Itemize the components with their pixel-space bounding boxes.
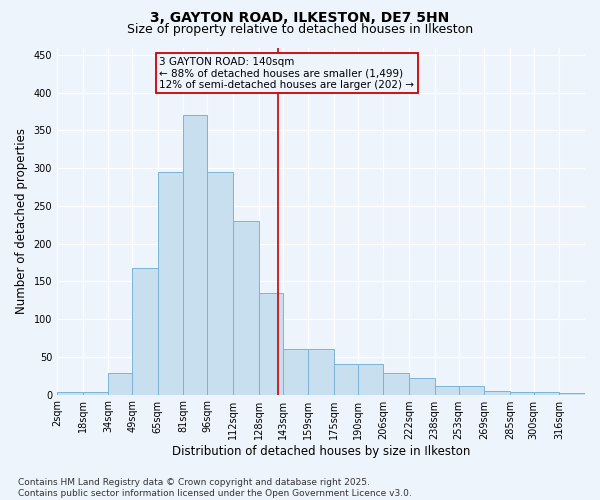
Bar	[233, 221, 259, 394]
Bar	[534, 392, 559, 394]
Bar	[308, 350, 334, 395]
Bar	[283, 350, 308, 395]
Y-axis label: Number of detached properties: Number of detached properties	[15, 128, 28, 314]
Text: Size of property relative to detached houses in Ilkeston: Size of property relative to detached ho…	[127, 24, 473, 36]
Bar	[334, 364, 358, 394]
Bar	[358, 364, 383, 394]
Text: 3 GAYTON ROAD: 140sqm
← 88% of detached houses are smaller (1,499)
12% of semi-d: 3 GAYTON ROAD: 140sqm ← 88% of detached …	[160, 56, 415, 90]
Bar	[383, 374, 409, 394]
Bar	[132, 268, 158, 394]
Bar	[208, 172, 233, 394]
Bar	[458, 386, 484, 394]
Bar	[434, 386, 458, 394]
Bar	[57, 392, 83, 394]
X-axis label: Distribution of detached houses by size in Ilkeston: Distribution of detached houses by size …	[172, 444, 470, 458]
Text: 3, GAYTON ROAD, ILKESTON, DE7 5HN: 3, GAYTON ROAD, ILKESTON, DE7 5HN	[151, 11, 449, 25]
Bar	[184, 116, 208, 394]
Bar	[259, 292, 283, 394]
Text: Contains HM Land Registry data © Crown copyright and database right 2025.
Contai: Contains HM Land Registry data © Crown c…	[18, 478, 412, 498]
Bar	[510, 392, 534, 394]
Bar	[484, 391, 510, 394]
Bar	[409, 378, 434, 394]
Bar	[559, 393, 585, 394]
Bar	[108, 374, 132, 394]
Bar	[83, 392, 108, 394]
Bar	[158, 172, 184, 394]
